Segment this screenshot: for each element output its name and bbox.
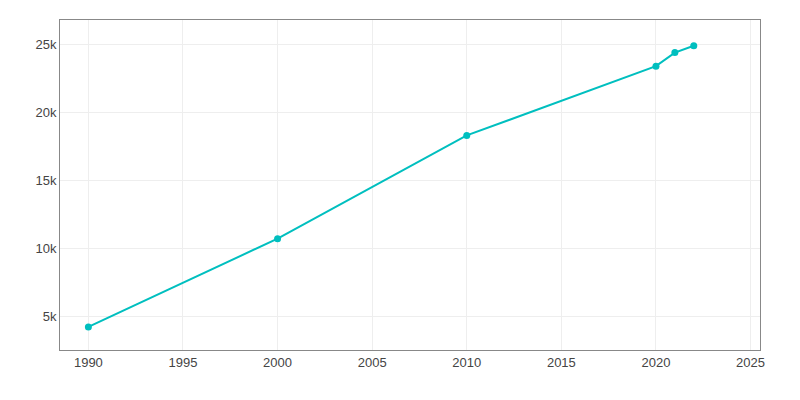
svg-text:15k: 15k: [35, 173, 56, 188]
svg-text:25k: 25k: [35, 37, 56, 52]
svg-text:5k: 5k: [43, 309, 57, 324]
svg-text:2000: 2000: [263, 355, 292, 370]
svg-text:2020: 2020: [641, 355, 670, 370]
svg-text:2005: 2005: [358, 355, 387, 370]
svg-text:20k: 20k: [35, 105, 56, 120]
svg-text:1995: 1995: [169, 355, 198, 370]
svg-text:2025: 2025: [736, 355, 765, 370]
svg-text:10k: 10k: [35, 241, 56, 256]
svg-text:1990: 1990: [74, 355, 103, 370]
svg-text:2015: 2015: [547, 355, 576, 370]
svg-text:2010: 2010: [452, 355, 481, 370]
